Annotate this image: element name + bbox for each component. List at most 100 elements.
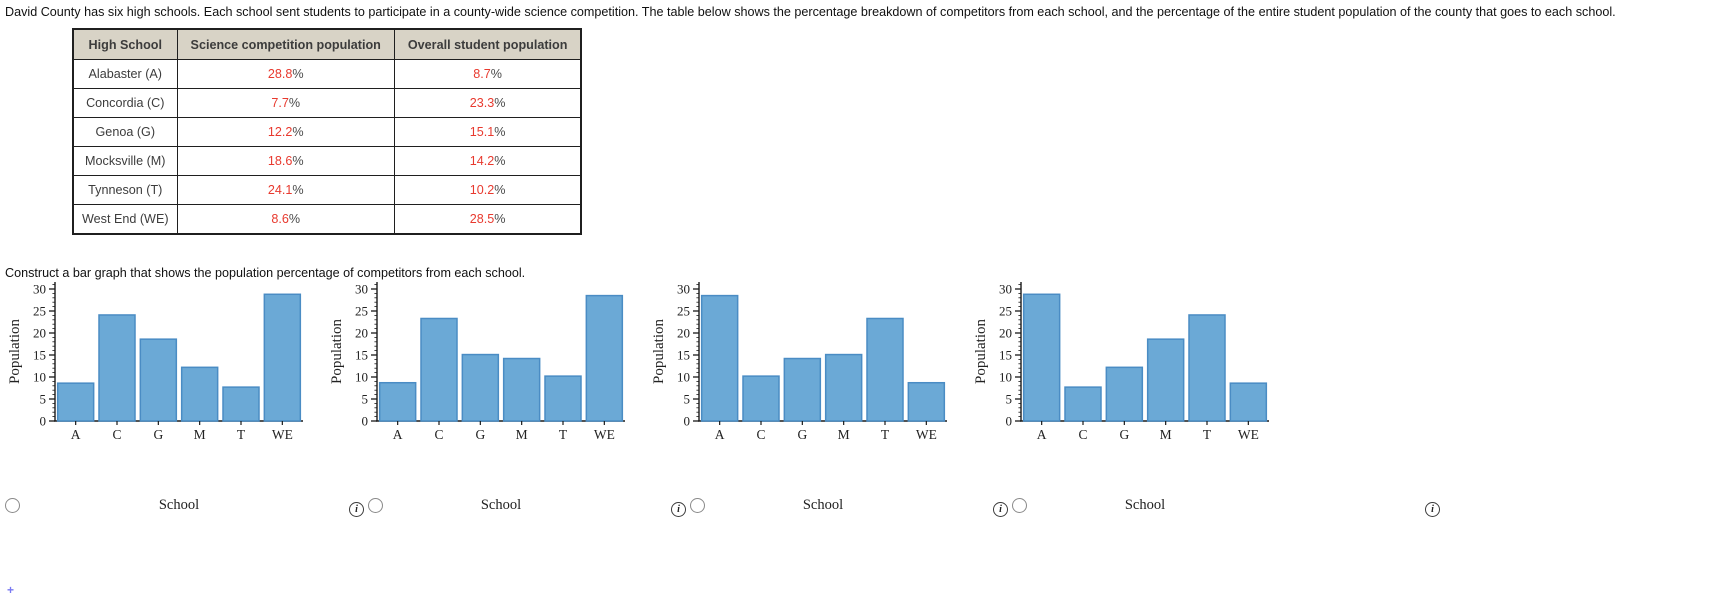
svg-text:A: A xyxy=(393,427,403,442)
option-3-radio[interactable] xyxy=(690,498,705,513)
bar-C xyxy=(1064,386,1102,422)
y-axis-label: Population xyxy=(7,319,23,385)
y-axis-label: Population xyxy=(651,319,667,385)
info-icon[interactable]: i xyxy=(349,502,364,517)
svg-text:20: 20 xyxy=(677,326,690,341)
svg-text:30: 30 xyxy=(355,282,368,297)
school-name-cell: Mocksville (M) xyxy=(72,146,178,176)
svg-text:0: 0 xyxy=(362,414,369,429)
bar-WE xyxy=(263,293,302,422)
svg-text:25: 25 xyxy=(677,304,690,319)
svg-text:20: 20 xyxy=(355,326,368,341)
header-overall-population: Overall student population xyxy=(393,28,582,60)
svg-text:5: 5 xyxy=(684,392,691,407)
svg-text:10: 10 xyxy=(33,370,46,385)
option-1-radio[interactable] xyxy=(5,498,20,513)
svg-text:5: 5 xyxy=(40,392,47,407)
svg-text:10: 10 xyxy=(355,370,368,385)
svg-text:A: A xyxy=(715,427,725,442)
svg-text:G: G xyxy=(1119,427,1129,442)
bar-M xyxy=(180,366,219,422)
svg-text:20: 20 xyxy=(999,326,1012,341)
svg-text:M: M xyxy=(516,427,528,442)
table-row: Mocksville (M) 18.6% 14.2% xyxy=(72,146,582,176)
task-instruction: Construct a bar graph that shows the pop… xyxy=(5,266,526,280)
svg-text:30: 30 xyxy=(33,282,46,297)
bar-G xyxy=(783,357,822,422)
x-axis-label: School xyxy=(159,497,199,513)
svg-text:WE: WE xyxy=(1238,427,1259,442)
svg-text:A: A xyxy=(1037,427,1047,442)
svg-text:25: 25 xyxy=(33,304,46,319)
y-axis-label: Population xyxy=(329,319,345,385)
svg-text:30: 30 xyxy=(677,282,690,297)
answer-chart-3: 0 5 10 15 20 25 30 A C G M T WE Population School xyxy=(651,282,947,513)
svg-text:G: G xyxy=(797,427,807,442)
svg-text:0: 0 xyxy=(40,414,47,429)
problem-statement: David County has six high schools. Each … xyxy=(5,5,1616,19)
svg-text:30: 30 xyxy=(999,282,1012,297)
x-axis-label: School xyxy=(1125,497,1165,513)
y-axis-label: Population xyxy=(973,319,989,385)
option-4-radio[interactable] xyxy=(1012,498,1027,513)
svg-text:M: M xyxy=(1160,427,1172,442)
school-name-cell: West End (WE) xyxy=(72,204,178,235)
svg-text:T: T xyxy=(1203,427,1212,442)
x-axis-label: School xyxy=(481,497,521,513)
svg-text:25: 25 xyxy=(355,304,368,319)
bar-T xyxy=(1188,314,1226,422)
bar-M xyxy=(1146,338,1185,422)
bar-C xyxy=(742,375,780,422)
svg-text:20: 20 xyxy=(33,326,46,341)
bar-A xyxy=(1022,293,1061,422)
answer-options: 0 5 10 15 20 25 30 A C G M T WE Population School i 0 5… xyxy=(5,281,1451,541)
bar-T xyxy=(544,375,582,422)
svg-text:C: C xyxy=(756,427,765,442)
svg-text:A: A xyxy=(71,427,81,442)
table-header: High School Science competition populati… xyxy=(72,28,582,60)
info-icon[interactable]: i xyxy=(671,502,686,517)
answer-option-3: 0 5 10 15 20 25 30 A C G M T WE Population School i xyxy=(649,281,1008,541)
answer-chart-1: 0 5 10 15 20 25 30 A C G M T WE Population School xyxy=(7,282,303,513)
option-2-radio[interactable] xyxy=(368,498,383,513)
bar-G xyxy=(1105,366,1144,422)
bar-G xyxy=(139,338,178,422)
table-row: Genoa (G) 12.2% 15.1% xyxy=(72,117,582,147)
svg-text:10: 10 xyxy=(677,370,690,385)
competition-value-cell: 24.1% xyxy=(176,175,395,205)
competition-value-cell: 12.2% xyxy=(176,117,395,147)
svg-text:15: 15 xyxy=(33,348,46,363)
svg-text:10: 10 xyxy=(999,370,1012,385)
population-table: High School Science competition populati… xyxy=(72,28,583,235)
svg-text:T: T xyxy=(237,427,246,442)
svg-text:C: C xyxy=(1078,427,1087,442)
svg-text:C: C xyxy=(112,427,121,442)
competition-value-cell: 7.7% xyxy=(176,88,395,118)
table-row: West End (WE) 8.6% 28.5% xyxy=(72,204,582,235)
school-name-cell: Genoa (G) xyxy=(72,117,178,147)
overall-value-cell: 10.2% xyxy=(393,175,582,205)
footnote-marker: + xyxy=(7,583,15,597)
answer-option-1: 0 5 10 15 20 25 30 A C G M T WE Population School i xyxy=(5,281,364,541)
bar-A xyxy=(700,294,739,422)
svg-text:C: C xyxy=(434,427,443,442)
info-icon[interactable]: i xyxy=(1425,502,1440,517)
svg-text:5: 5 xyxy=(1006,392,1013,407)
svg-text:25: 25 xyxy=(999,304,1012,319)
bar-M xyxy=(824,353,863,422)
overall-value-cell: 28.5% xyxy=(393,204,582,235)
info-icon[interactable]: i xyxy=(993,502,1008,517)
table-row: Tynneson (T) 24.1% 10.2% xyxy=(72,175,582,205)
header-high-school: High School xyxy=(72,28,178,60)
overall-value-cell: 8.7% xyxy=(393,59,582,89)
table-row: Alabaster (A) 28.8% 8.7% xyxy=(72,59,582,89)
svg-text:G: G xyxy=(475,427,485,442)
svg-text:15: 15 xyxy=(677,348,690,363)
bar-T xyxy=(222,386,260,422)
bar-A xyxy=(378,381,417,422)
header-competition-population: Science competition population xyxy=(176,28,395,60)
svg-text:T: T xyxy=(559,427,568,442)
competition-value-cell: 8.6% xyxy=(176,204,395,235)
bar-WE xyxy=(585,294,624,422)
